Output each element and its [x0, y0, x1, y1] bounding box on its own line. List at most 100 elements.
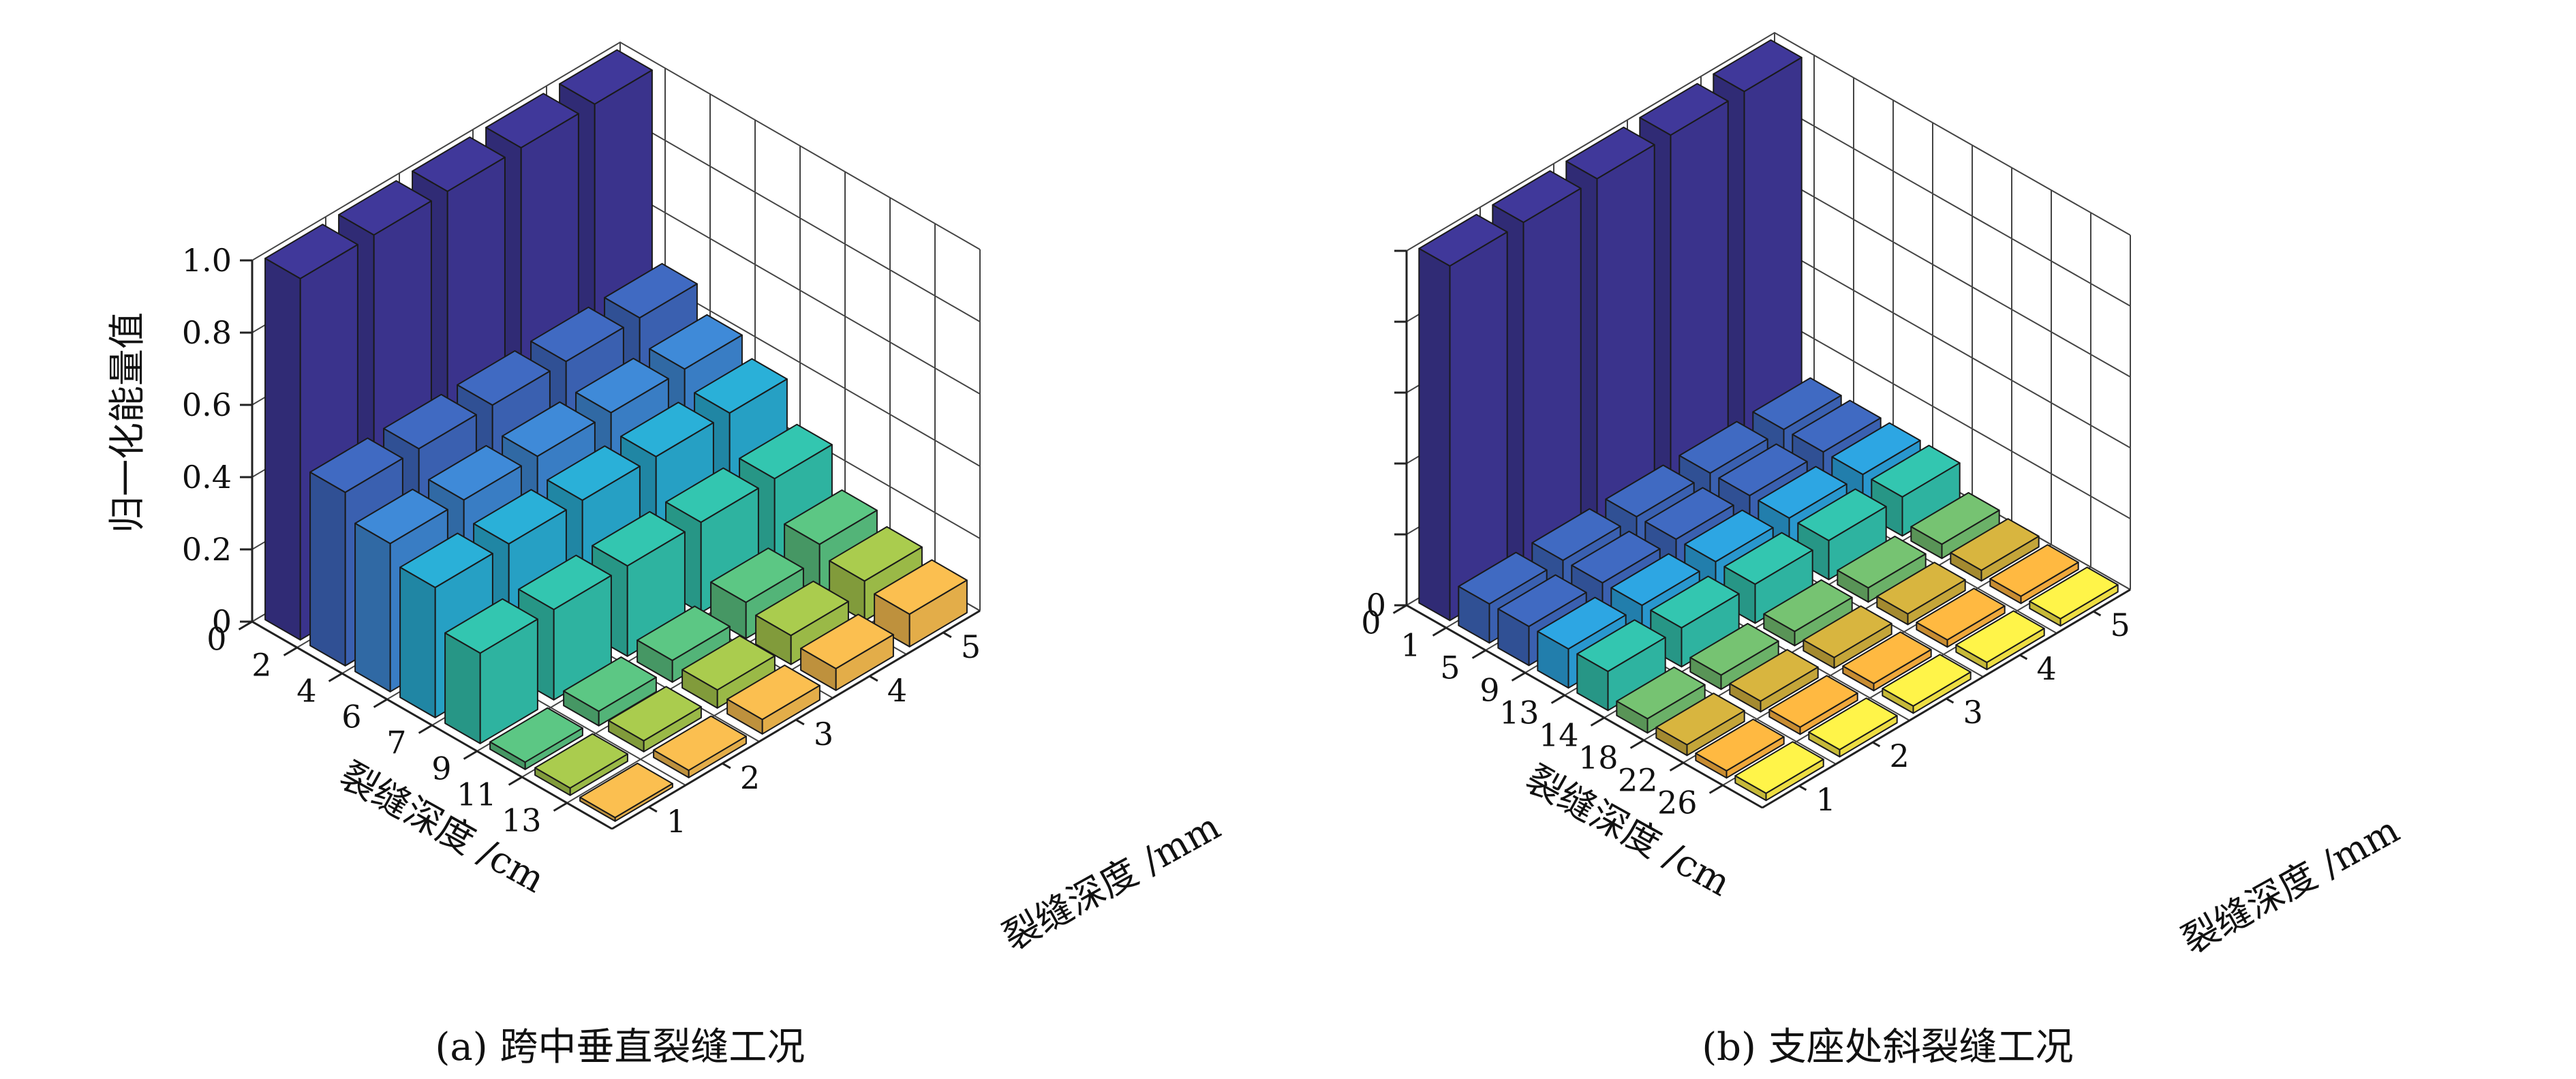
x-tick-mark: [1708, 784, 1723, 794]
x-tick-mark: [373, 698, 388, 708]
x-tick-mark: [1669, 761, 1684, 772]
x-tick-label: 9: [1479, 672, 1499, 709]
chart-a-zlabel: 归一化能量值: [106, 312, 149, 533]
y-tick-mark: [1946, 697, 1954, 704]
bar: [563, 656, 657, 727]
z-tick-label: 0: [1366, 587, 1386, 624]
bar: [1616, 666, 1706, 734]
x-tick-label: 22: [1618, 762, 1658, 799]
y-tick-label: 2: [740, 759, 760, 796]
x-tick-label: 13: [1499, 695, 1539, 731]
bar: [489, 707, 583, 770]
bar: [1876, 562, 1966, 626]
x-tick-label: 0: [1361, 605, 1381, 641]
z-tick-label: 1.0: [182, 242, 232, 279]
bar: [726, 665, 821, 735]
chart-a-bars: [264, 49, 968, 822]
x-tick-label: 9: [431, 750, 451, 787]
chart-a-ylabel: 裂缝深度 /mm: [996, 805, 1227, 960]
y-tick-mark: [2019, 654, 2028, 660]
x-tick-label: 1: [1400, 627, 1420, 664]
x-tick-label: 2: [251, 647, 271, 684]
y-tick-mark: [795, 718, 805, 726]
x-tick-mark: [1471, 649, 1486, 659]
x-tick-mark: [508, 776, 523, 786]
x-tick-mark: [1392, 604, 1407, 614]
bar: [1950, 518, 2040, 582]
y-tick-mark: [648, 806, 658, 813]
bar: [681, 635, 776, 709]
x-tick-label: 13: [502, 802, 542, 839]
bar: [1916, 588, 2006, 648]
bar: [800, 613, 894, 691]
x-tick-mark: [553, 802, 568, 812]
x-tick-label: 5: [1440, 650, 1460, 686]
x-tick-label: 7: [386, 725, 406, 761]
bar: [653, 715, 747, 778]
grid-line: [251, 41, 981, 261]
y-tick-label: 4: [2036, 650, 2056, 687]
y-tick-label: 2: [1889, 738, 1909, 774]
x-tick-mark: [1590, 716, 1605, 727]
y-tick-mark: [2093, 610, 2102, 617]
x-tick-label: 18: [1578, 740, 1619, 776]
z-tick-label: 0.4: [182, 459, 232, 496]
y-tick-label: 4: [887, 672, 907, 709]
bar: [1910, 491, 2000, 560]
x-tick-label: 6: [341, 699, 361, 735]
y-tick-label: 5: [961, 628, 981, 665]
y-tick-mark: [869, 675, 878, 682]
bar: [1955, 610, 2045, 671]
x-tick-mark: [463, 750, 478, 760]
y-tick-mark: [942, 631, 952, 639]
y-tick-label: 1: [1815, 781, 1835, 818]
x-tick-label: 11: [457, 776, 497, 813]
x-tick-label: 26: [1657, 785, 1698, 821]
z-tick-label: 0.8: [182, 314, 232, 351]
y-tick-label: 3: [814, 716, 833, 753]
x-tick-mark: [328, 672, 343, 682]
bar: [1576, 619, 1666, 712]
bar: [1803, 605, 1892, 669]
z-tick-label: 0.6: [182, 386, 232, 423]
grid-line: [1406, 31, 2131, 252]
y-tick-mark: [722, 762, 731, 770]
x-tick-mark: [1511, 671, 1526, 682]
bar: [1882, 654, 1972, 714]
x-tick-mark: [283, 646, 298, 656]
x-tick-mark: [1550, 694, 1565, 704]
bar: [2029, 566, 2119, 627]
chart-b-ylabel: 裂缝深度 /mm: [2175, 808, 2406, 963]
x-tick-mark: [418, 724, 433, 734]
bar: [1695, 718, 1785, 779]
bar: [1842, 631, 1932, 692]
bar: [1768, 675, 1858, 735]
bar: [1837, 535, 1927, 603]
chart-a-caption: (a) 跨中垂直裂缝工况: [435, 1025, 806, 1069]
y-tick-mark: [1872, 741, 1881, 748]
z-tick-label: 0.2: [182, 531, 232, 568]
x-tick-label: 14: [1539, 717, 1579, 754]
bar: [1989, 544, 2079, 605]
y-tick-label: 3: [1963, 694, 1982, 731]
bar: [1418, 213, 1508, 622]
bar: [874, 559, 968, 648]
x-tick-label: 0: [206, 621, 226, 658]
x-tick-mark: [1629, 739, 1644, 749]
bar: [1689, 622, 1779, 690]
chart-b-bars: [1418, 39, 2119, 802]
chart-b-caption: (b) 支座处斜裂缝工况: [1702, 1025, 2073, 1069]
y-tick-label: 5: [2110, 607, 2130, 643]
bar: [444, 598, 538, 744]
bar: [1808, 697, 1898, 758]
bar: [534, 733, 628, 796]
bar: [579, 762, 673, 822]
bar: [608, 686, 702, 753]
bar: [1729, 649, 1819, 713]
bar: [1763, 579, 1853, 647]
z-tick-label: 0: [212, 603, 232, 640]
x-tick-mark: [238, 620, 253, 630]
x-tick-label: 4: [296, 673, 316, 710]
